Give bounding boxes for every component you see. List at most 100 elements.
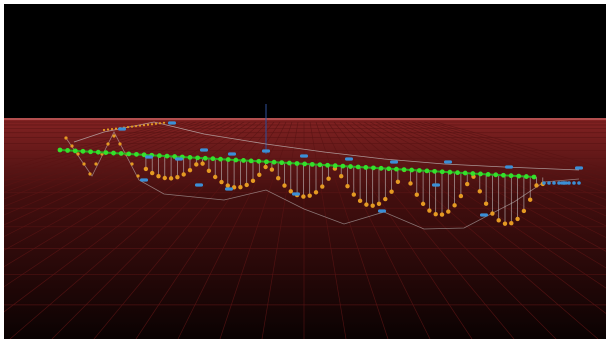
- orange-node: [364, 202, 369, 207]
- orange-node: [88, 172, 92, 176]
- orange-node: [118, 142, 122, 146]
- grid-line: [4, 121, 215, 207]
- orange-node: [496, 218, 501, 223]
- green-node: [218, 156, 223, 162]
- grid-line: [4, 121, 197, 187]
- green-rail[interactable]: [57, 147, 537, 180]
- orange-node: [446, 209, 451, 214]
- orange-node: [528, 197, 533, 202]
- orange-node: [130, 162, 134, 166]
- green-node: [416, 168, 422, 173]
- green-node: [118, 151, 124, 156]
- green-node: [134, 151, 139, 157]
- green-node: [363, 165, 369, 170]
- grid-line: [429, 121, 606, 173]
- green-node: [264, 159, 269, 165]
- orange-node: [427, 208, 432, 213]
- grid-line: [333, 121, 515, 339]
- grid-line: [321, 121, 431, 339]
- orange-node: [276, 175, 281, 181]
- orange-node: [351, 192, 356, 197]
- grid-line: [435, 121, 606, 169]
- sky-background: [4, 4, 606, 122]
- orange-node: [142, 124, 146, 127]
- green-node: [95, 149, 101, 155]
- orange-node: [200, 161, 205, 166]
- orange-node: [126, 126, 130, 129]
- orange-node: [502, 221, 508, 226]
- orange-node: [114, 127, 118, 130]
- green-node: [72, 148, 78, 154]
- blue-node: [390, 160, 398, 164]
- blue-rail[interactable]: [118, 121, 583, 217]
- orange-node: [138, 124, 142, 127]
- blue-node: [572, 181, 576, 185]
- orange-node: [458, 193, 464, 199]
- green-node: [393, 166, 399, 172]
- orange-node: [320, 184, 325, 189]
- orange-node: [94, 162, 98, 166]
- orange-node: [76, 152, 80, 156]
- orange-node: [483, 201, 489, 206]
- orange-node: [244, 182, 249, 188]
- green-node: [485, 171, 491, 177]
- track-scene[interactable]: [4, 4, 606, 339]
- green-node: [187, 155, 193, 160]
- green-node: [508, 173, 514, 179]
- blue-node: [577, 181, 581, 185]
- green-node: [164, 153, 170, 159]
- orange-node: [307, 193, 312, 198]
- orange-node: [408, 181, 413, 186]
- green-node: [294, 161, 300, 166]
- orange-node: [288, 189, 293, 194]
- grid-line: [411, 121, 606, 188]
- green-node: [256, 158, 262, 164]
- green-node: [156, 153, 162, 159]
- orange-node: [112, 134, 116, 138]
- grid-line: [309, 121, 347, 339]
- green-node: [57, 147, 63, 153]
- blue-node: [547, 181, 551, 185]
- grid-line: [315, 121, 389, 339]
- orange-node: [420, 201, 426, 207]
- grid-line: [369, 121, 606, 252]
- grid-line: [387, 121, 606, 217]
- green-node: [195, 155, 201, 161]
- grid-line: [4, 121, 209, 200]
- blue-node: [168, 121, 176, 125]
- grid-line: [135, 121, 281, 339]
- green-node: [378, 165, 384, 171]
- orange-node: [509, 220, 514, 226]
- orange-node: [225, 183, 230, 188]
- orange-node: [231, 185, 237, 190]
- blue-node: [175, 157, 183, 161]
- green-node: [523, 174, 529, 179]
- orange-node: [156, 173, 161, 179]
- orange-node: [154, 122, 158, 125]
- grid-line: [357, 121, 606, 289]
- orange-node: [521, 208, 527, 214]
- green-node: [432, 168, 438, 174]
- orange-node: [82, 162, 86, 166]
- orange-node: [301, 194, 306, 199]
- green-node: [470, 171, 476, 176]
- orange-node: [238, 184, 243, 190]
- orange-node: [389, 189, 394, 194]
- blue-node: [145, 155, 153, 159]
- blue-node: [505, 165, 513, 169]
- green-node: [447, 169, 453, 175]
- blue-node: [562, 181, 566, 185]
- blue-node: [262, 149, 270, 153]
- grid-line: [4, 121, 185, 177]
- orange-node: [213, 174, 218, 180]
- grid-line: [405, 121, 606, 194]
- green-node: [225, 157, 231, 162]
- grid-line: [4, 121, 233, 237]
- orange-node: [370, 203, 375, 208]
- blue-node: [225, 187, 233, 191]
- 3d-viewport[interactable]: [4, 4, 606, 339]
- grid-line: [381, 121, 606, 227]
- orange-node: [490, 211, 495, 216]
- orange-node: [433, 211, 438, 217]
- grid-line: [4, 121, 239, 251]
